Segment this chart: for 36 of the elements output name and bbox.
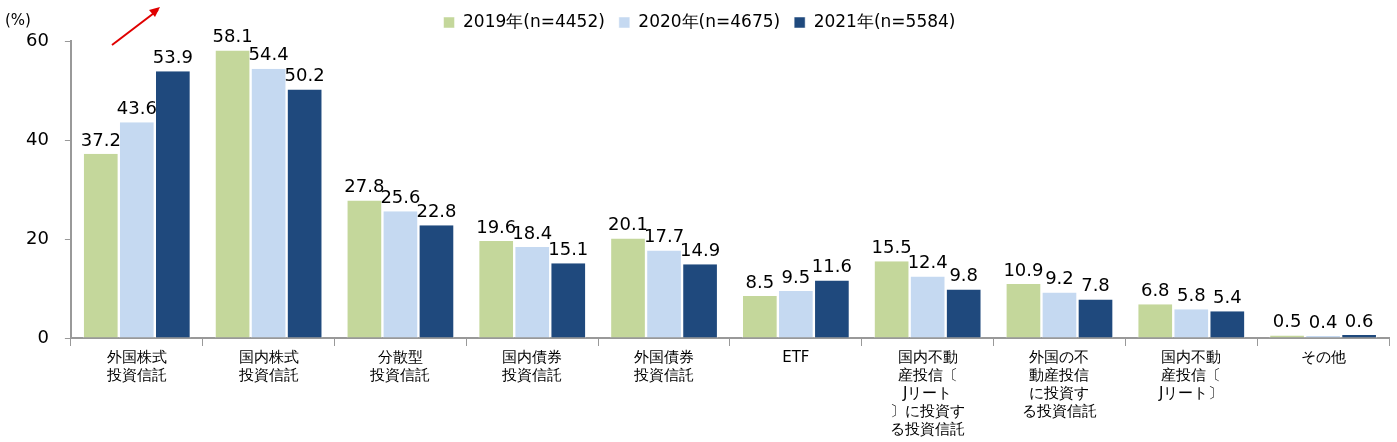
x-tick-label: 国内債券投資信託 bbox=[501, 347, 563, 384]
data-label: 8.5 bbox=[745, 270, 775, 292]
x-tick-label: 外国の不動産投信に投資する投資信託 bbox=[1021, 347, 1097, 420]
y-axis-title: (%) bbox=[5, 11, 31, 30]
x-tick-label: ETF bbox=[782, 347, 810, 366]
legend-label: 2020年(n=4675) bbox=[638, 10, 781, 31]
data-label: 5.8 bbox=[1176, 283, 1206, 305]
data-label: 14.9 bbox=[680, 238, 721, 260]
x-tick-label: 外国株式投資信託 bbox=[105, 347, 167, 384]
legend-label: 2019年(n=4452) bbox=[463, 10, 605, 31]
y-tick-label: 60 bbox=[26, 28, 49, 50]
data-label: 5.4 bbox=[1212, 285, 1242, 307]
data-label: 9.2 bbox=[1045, 267, 1074, 289]
data-label: 53.9 bbox=[152, 45, 193, 67]
data-label: 43.6 bbox=[116, 96, 157, 118]
x-tick-label: 国内不動産投信〔Jリート〕に投資する投資信託 bbox=[890, 347, 966, 438]
data-label: 9.8 bbox=[949, 264, 979, 286]
data-label: 0.6 bbox=[1344, 309, 1374, 331]
y-tick-label: 0 bbox=[37, 325, 49, 347]
data-label: 0.5 bbox=[1272, 310, 1302, 332]
data-label: 37.2 bbox=[80, 128, 121, 150]
data-label: 0.4 bbox=[1308, 310, 1338, 332]
legend-label: 2021年(n=5584) bbox=[813, 10, 956, 31]
x-tick-label: 外国債券投資信託 bbox=[633, 347, 695, 384]
x-tick-label: 国内不動産投信〔Jリート〕 bbox=[1158, 347, 1224, 402]
data-label: 10.9 bbox=[1003, 258, 1044, 280]
data-label: 50.2 bbox=[284, 64, 325, 86]
x-tick-label: 国内株式投資信託 bbox=[237, 347, 299, 384]
data-label: 11.6 bbox=[811, 255, 852, 277]
data-label: 7.8 bbox=[1081, 274, 1110, 296]
y-tick-label: 40 bbox=[26, 127, 49, 149]
data-label: 9.5 bbox=[781, 265, 811, 287]
x-tick-label: 分散型投資信託 bbox=[369, 347, 431, 384]
x-tick-label: その他 bbox=[1300, 347, 1346, 366]
data-label: 6.8 bbox=[1140, 279, 1170, 301]
y-tick-label: 20 bbox=[26, 226, 49, 248]
